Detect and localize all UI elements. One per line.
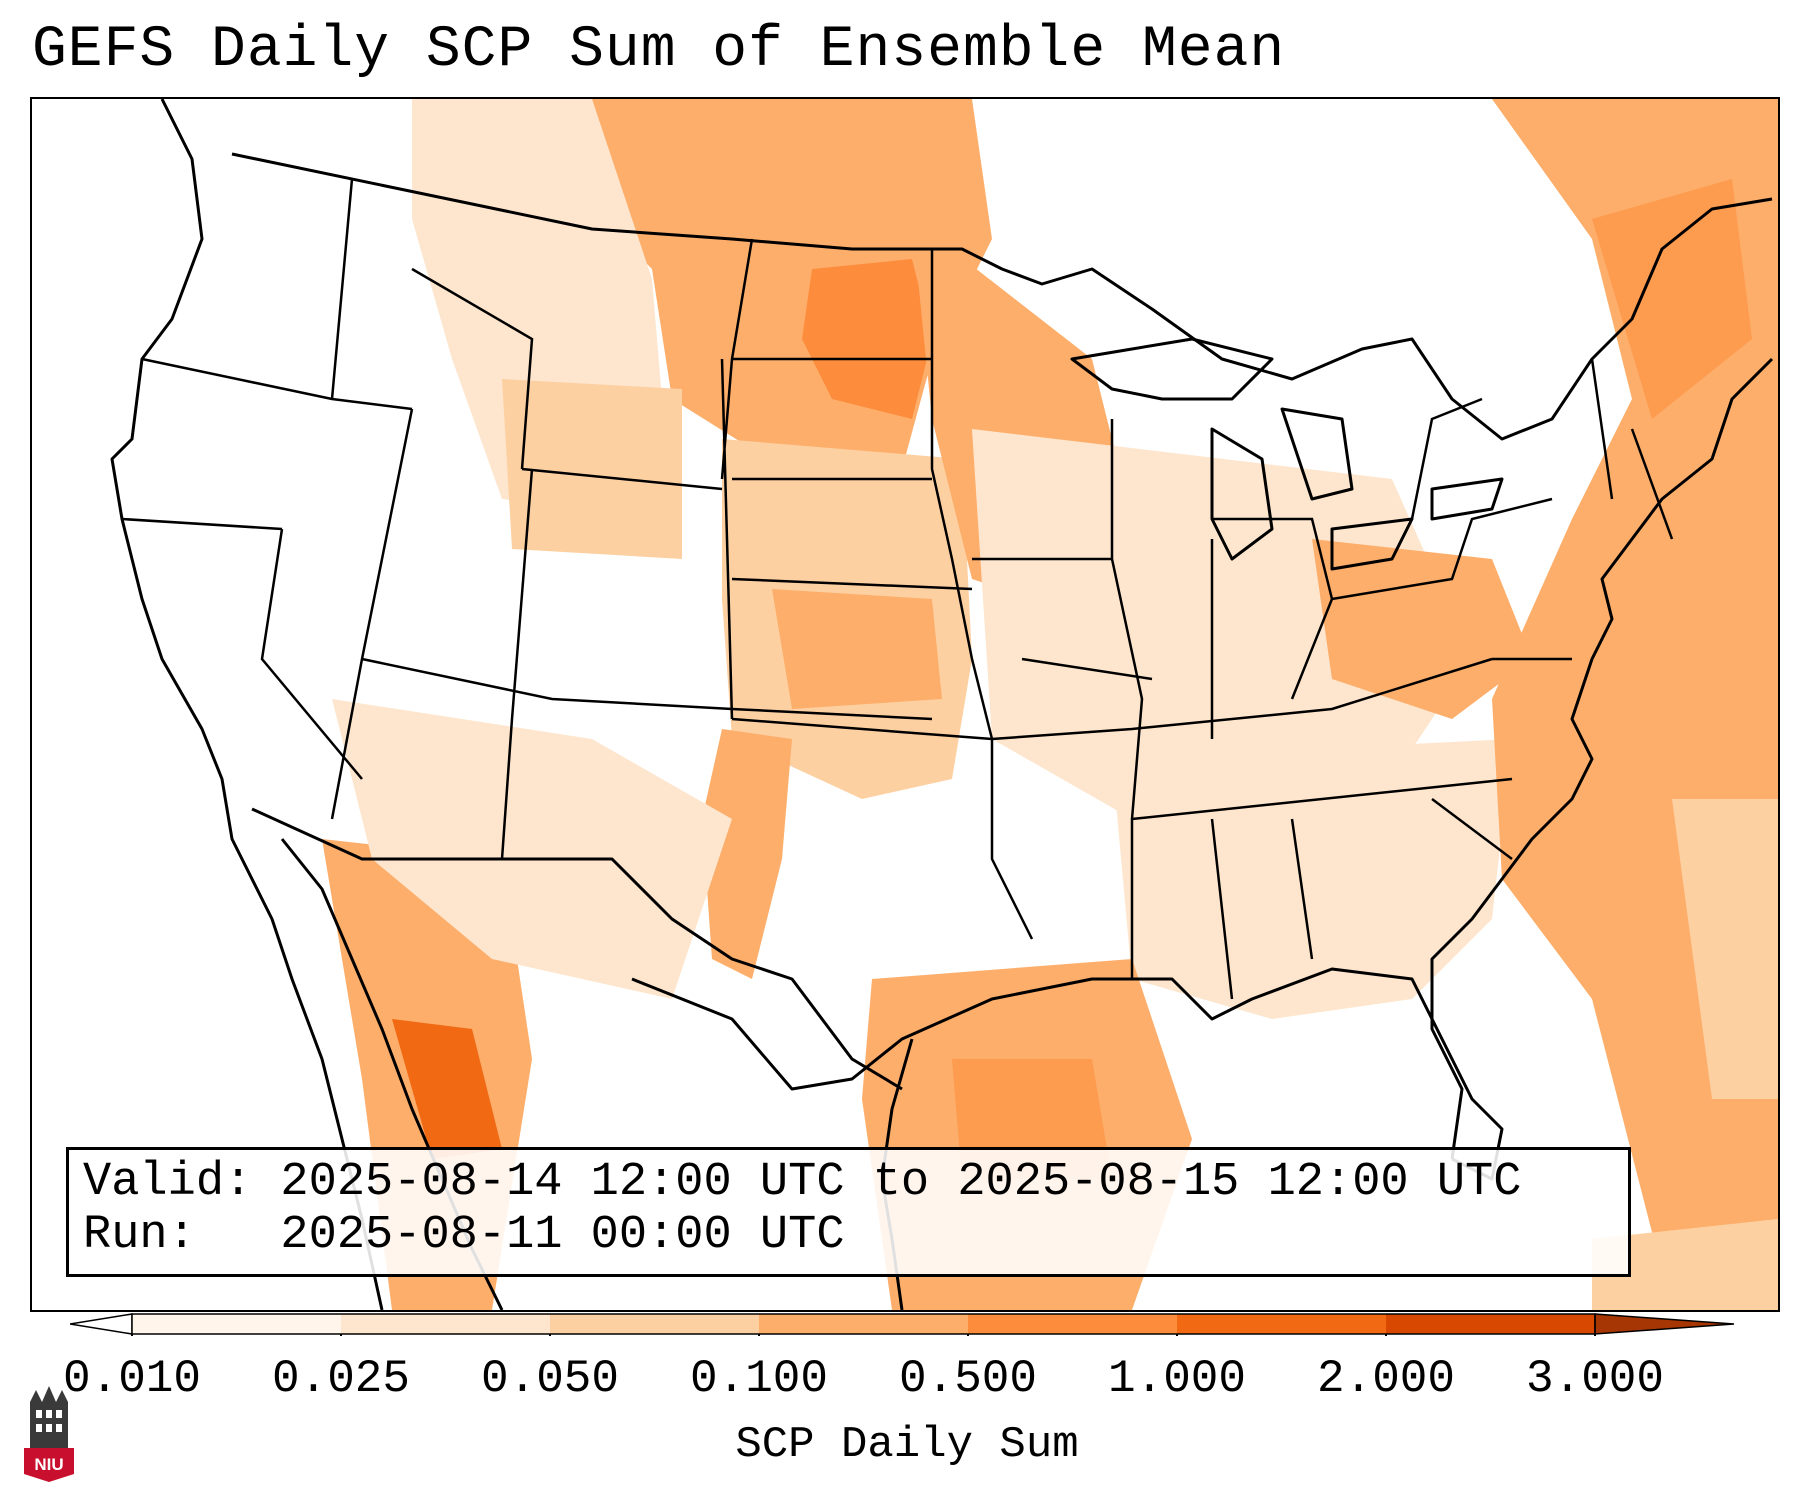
logo-text: NIU — [34, 1455, 63, 1474]
coastline-east — [1430, 357, 1774, 1160]
coastline-gulf — [631, 967, 1504, 1181]
colorbar-canvas — [70, 1313, 1735, 1336]
colorbar-tick-label: 0.025 — [271, 1353, 411, 1405]
colorbar-tick-label: 0.010 — [62, 1353, 202, 1405]
colorbar-segment — [1386, 1314, 1596, 1334]
colorbar-frame — [131, 1313, 1596, 1335]
colorbar-segment — [759, 1314, 969, 1334]
colorbar-segment — [550, 1314, 760, 1334]
map-panel — [30, 97, 1780, 1312]
colorbar-tick-label: 0.050 — [480, 1353, 620, 1405]
shade-ohio-valley — [1312, 539, 1532, 719]
colorbar-tick-label: 3.000 — [1525, 1353, 1665, 1405]
colorbar-label: SCP Daily Sum — [735, 1420, 1079, 1470]
colorbar-segment — [968, 1314, 1178, 1334]
great-lakes — [1070, 337, 1504, 571]
shade-wyoming — [502, 379, 682, 559]
shade-southeast — [1112, 739, 1512, 1019]
shade-nm-tx — [702, 729, 792, 979]
border-mexico — [251, 807, 903, 1091]
valid-run-info-box: Valid: 2025-08-14 12:00 UTC to 2025-08-1… — [66, 1147, 1631, 1277]
shade-caribbean — [1592, 1219, 1778, 1310]
shade-kansas — [772, 589, 942, 709]
plot-title: GEFS Daily SCP Sum of Ensemble Mean — [32, 18, 1286, 83]
colorbar-segment — [341, 1314, 551, 1334]
valid-time-text: Valid: 2025-08-14 12:00 UTC to 2025-08-1… — [83, 1156, 1522, 1209]
shade-dakota-core — [802, 259, 932, 419]
colorbar-segment — [132, 1314, 342, 1334]
map-canvas — [110, 99, 1778, 1310]
shade-southwest — [332, 699, 732, 999]
boundaries — [110, 99, 1774, 1310]
colorbar-tick-label: 0.500 — [898, 1353, 1038, 1405]
run-time-text: Run: 2025-08-11 00:00 UTC — [83, 1209, 845, 1262]
colorbar-tick-label: 0.100 — [689, 1353, 829, 1405]
coastline-west — [110, 99, 384, 1310]
colorbar-segment — [1177, 1314, 1387, 1334]
colorbar — [70, 1312, 1736, 1336]
shade-atlantic-outer — [1672, 799, 1778, 1099]
colorbar-extend-under — [70, 1313, 133, 1335]
niu-logo-icon: NIU — [24, 1386, 74, 1482]
border-canada — [231, 152, 1773, 441]
shade-sierra-core — [392, 1019, 502, 1159]
colorbar-extend-over — [1594, 1313, 1735, 1335]
colorbar-tick-label: 2.000 — [1316, 1353, 1456, 1405]
niu-logo: NIU — [20, 1382, 78, 1482]
state-borders — [121, 178, 1674, 1000]
colorbar-tick-label: 1.000 — [1107, 1353, 1247, 1405]
shade-new-england — [1592, 179, 1752, 419]
logo-badge — [24, 1448, 74, 1482]
